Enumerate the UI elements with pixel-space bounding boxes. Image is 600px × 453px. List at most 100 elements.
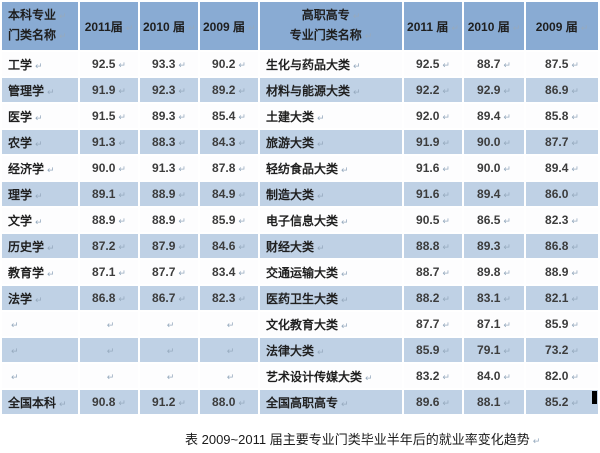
undergrad-rate-2009-cell[interactable]: 89.2 ↵ (200, 78, 258, 102)
undergrad-major-name-cell[interactable]: 文学 ↵ (2, 208, 78, 232)
undergrad-rate-2009-cell[interactable]: 87.8 ↵ (200, 156, 258, 180)
vocational-rate-2010-cell[interactable]: 84.0 ↵ (464, 364, 524, 388)
undergrad-rate-2010-cell[interactable]: 88.9 ↵ (140, 208, 198, 232)
vocational-major-name-cell[interactable]: 电子信息大类 ↵ (260, 208, 402, 232)
vocational-rate-2011-cell[interactable]: 91.6 ↵ (404, 182, 462, 206)
header-undergrad-year-2009[interactable]: 2009 届 ↵ (200, 2, 258, 50)
undergrad-rate-2011-cell[interactable]: 91.9 ↵ (80, 78, 138, 102)
undergrad-rate-2009-cell[interactable]: 90.2 ↵ (200, 52, 258, 76)
undergrad-major-name-cell[interactable]: 教育学 ↵ (2, 260, 78, 284)
vocational-rate-2011-cell[interactable]: 92.5 ↵ (404, 52, 462, 76)
vocational-rate-2011-cell[interactable]: 91.6 ↵ (404, 156, 462, 180)
header-vocational-category[interactable]: 高职高专 ↵ 专业门类名称 ↵ (260, 2, 402, 50)
undergrad-rate-2009-cell[interactable]: 82.3 ↵ (200, 286, 258, 310)
vocational-major-name-cell[interactable]: 材料与能源大类 ↵ (260, 78, 402, 102)
undergrad-rate-2011-cell[interactable]: ↵ (80, 364, 138, 388)
undergrad-rate-2009-cell[interactable]: ↵ (200, 364, 258, 388)
vocational-rate-2011-cell[interactable]: 87.7 ↵ (404, 312, 462, 336)
vocational-rate-2010-cell[interactable]: 89.8 ↵ (464, 260, 524, 284)
header-vocational-year-2009[interactable]: 2009 届 ↵ (526, 2, 598, 50)
vocational-rate-2009-cell[interactable]: 82.0 ↵ (526, 364, 598, 388)
undergrad-rate-2009-cell[interactable]: 84.9 ↵ (200, 182, 258, 206)
vocational-rate-2011-cell[interactable]: 83.2 ↵ (404, 364, 462, 388)
vocational-rate-2010-cell[interactable]: 90.0 ↵ (464, 130, 524, 154)
header-undergrad-year-2010[interactable]: 2010 届 ↵ (140, 2, 198, 50)
undergrad-major-name-cell[interactable]: 全国本科 ↵ (2, 390, 78, 414)
vocational-rate-2009-cell[interactable]: 82.1 ↵ (526, 286, 598, 310)
vocational-rate-2011-cell[interactable]: 90.5 ↵ (404, 208, 462, 232)
vocational-major-name-cell[interactable]: 交通运输大类 ↵ (260, 260, 402, 284)
undergrad-rate-2011-cell[interactable]: ↵ (80, 338, 138, 362)
undergrad-major-name-cell[interactable]: 医学 ↵ (2, 104, 78, 128)
vocational-rate-2011-cell[interactable]: 88.8 ↵ (404, 234, 462, 258)
undergrad-major-name-cell[interactable]: 历史学 ↵ (2, 234, 78, 258)
undergrad-rate-2009-cell[interactable]: 85.9 ↵ (200, 208, 258, 232)
vocational-major-name-cell[interactable]: 艺术设计传媒大类 ↵ (260, 364, 402, 388)
undergrad-rate-2010-cell[interactable]: 89.3 ↵ (140, 104, 198, 128)
undergrad-rate-2010-cell[interactable]: 93.3 ↵ (140, 52, 198, 76)
vocational-rate-2010-cell[interactable]: 92.9 ↵ (464, 78, 524, 102)
undergrad-rate-2011-cell[interactable]: 90.0 ↵ (80, 156, 138, 180)
vocational-major-name-cell[interactable]: 土建大类 ↵ (260, 104, 402, 128)
undergrad-rate-2010-cell[interactable]: 92.3 ↵ (140, 78, 198, 102)
undergrad-major-name-cell[interactable]: 法学 ↵ (2, 286, 78, 310)
vocational-rate-2010-cell[interactable]: 88.7 ↵ (464, 52, 524, 76)
vocational-rate-2009-cell[interactable]: 73.2 ↵ (526, 338, 598, 362)
undergrad-rate-2009-cell[interactable]: 85.4 ↵ (200, 104, 258, 128)
undergrad-rate-2009-cell[interactable]: 88.0 ↵ (200, 390, 258, 414)
undergrad-rate-2009-cell[interactable]: 84.3 ↵ (200, 130, 258, 154)
undergrad-rate-2010-cell[interactable]: 87.7 ↵ (140, 260, 198, 284)
undergrad-rate-2011-cell[interactable]: 87.1 ↵ (80, 260, 138, 284)
undergrad-rate-2011-cell[interactable]: ↵ (80, 312, 138, 336)
header-vocational-year-2010[interactable]: 2010 届 ↵ (464, 2, 524, 50)
vocational-major-name-cell[interactable]: 生化与药品大类 ↵ (260, 52, 402, 76)
vocational-rate-2009-cell[interactable]: 87.7 ↵ (526, 130, 598, 154)
undergrad-major-name-cell[interactable]: 农学 ↵ (2, 130, 78, 154)
table-caption[interactable]: 表 2009~2011 届主要专业门类毕业半年后的就业率变化趋势 ↵ (185, 432, 541, 447)
undergrad-major-name-cell[interactable]: 工学 ↵ (2, 52, 78, 76)
undergrad-rate-2011-cell[interactable]: 89.1 ↵ (80, 182, 138, 206)
undergrad-rate-2011-cell[interactable]: 91.5 ↵ (80, 104, 138, 128)
undergrad-rate-2010-cell[interactable]: ↵ (140, 364, 198, 388)
vocational-rate-2011-cell[interactable]: 92.0 ↵ (404, 104, 462, 128)
vocational-rate-2011-cell[interactable]: 92.2 ↵ (404, 78, 462, 102)
undergrad-major-name-cell[interactable]: 理学 ↵ (2, 182, 78, 206)
vocational-rate-2010-cell[interactable]: 89.3 ↵ (464, 234, 524, 258)
header-vocational-year-2011[interactable]: 2011 届 ↵ (404, 2, 462, 50)
vocational-rate-2010-cell[interactable]: 90.0 ↵ (464, 156, 524, 180)
undergrad-rate-2011-cell[interactable]: 87.2 ↵ (80, 234, 138, 258)
undergrad-rate-2011-cell[interactable]: 88.9 ↵ (80, 208, 138, 232)
undergrad-rate-2011-cell[interactable]: 91.3 ↵ (80, 130, 138, 154)
vocational-major-name-cell[interactable]: 全国高职高专 ↵ (260, 390, 402, 414)
vocational-rate-2010-cell[interactable]: 89.4 ↵ (464, 104, 524, 128)
vocational-rate-2009-cell[interactable]: 85.8 ↵ (526, 104, 598, 128)
undergrad-rate-2011-cell[interactable]: 92.5 ↵ (80, 52, 138, 76)
vocational-major-name-cell[interactable]: 轻纺食品大类 ↵ (260, 156, 402, 180)
header-undergrad-category[interactable]: 本科专业 ↵ 门类名称 ↵ (2, 2, 78, 50)
undergrad-rate-2009-cell[interactable]: 84.6 ↵ (200, 234, 258, 258)
undergrad-rate-2010-cell[interactable]: ↵ (140, 338, 198, 362)
vocational-rate-2009-cell[interactable]: 87.5 ↵ (526, 52, 598, 76)
vocational-rate-2011-cell[interactable]: 91.9 ↵ (404, 130, 462, 154)
vocational-rate-2010-cell[interactable]: 88.1 ↵ (464, 390, 524, 414)
vocational-rate-2009-cell[interactable]: 86.8 ↵ (526, 234, 598, 258)
vocational-major-name-cell[interactable]: 文化教育大类 ↵ (260, 312, 402, 336)
vocational-rate-2009-cell[interactable]: 86.0 ↵ (526, 182, 598, 206)
vocational-rate-2010-cell[interactable]: 87.1 ↵ (464, 312, 524, 336)
undergrad-rate-2010-cell[interactable]: 88.9 ↵ (140, 182, 198, 206)
vocational-rate-2009-cell[interactable]: 86.9 ↵ (526, 78, 598, 102)
vocational-major-name-cell[interactable]: 法律大类 ↵ (260, 338, 402, 362)
undergrad-rate-2010-cell[interactable]: 88.3 ↵ (140, 130, 198, 154)
vocational-rate-2009-cell[interactable]: 85.2 ↵ (526, 390, 598, 414)
vocational-major-name-cell[interactable]: 制造大类 ↵ (260, 182, 402, 206)
vocational-major-name-cell[interactable]: 旅游大类 ↵ (260, 130, 402, 154)
vocational-rate-2009-cell[interactable]: 85.9 ↵ (526, 312, 598, 336)
undergrad-major-name-cell[interactable]: 管理学 ↵ (2, 78, 78, 102)
undergrad-rate-2010-cell[interactable]: ↵ (140, 312, 198, 336)
vocational-rate-2010-cell[interactable]: 83.1 ↵ (464, 286, 524, 310)
undergrad-major-name-cell[interactable]: ↵ (2, 312, 78, 336)
undergrad-rate-2009-cell[interactable]: ↵ (200, 312, 258, 336)
vocational-rate-2009-cell[interactable]: 89.4 ↵ (526, 156, 598, 180)
undergrad-major-name-cell[interactable]: 经济学 ↵ (2, 156, 78, 180)
undergrad-rate-2010-cell[interactable]: 86.7 ↵ (140, 286, 198, 310)
